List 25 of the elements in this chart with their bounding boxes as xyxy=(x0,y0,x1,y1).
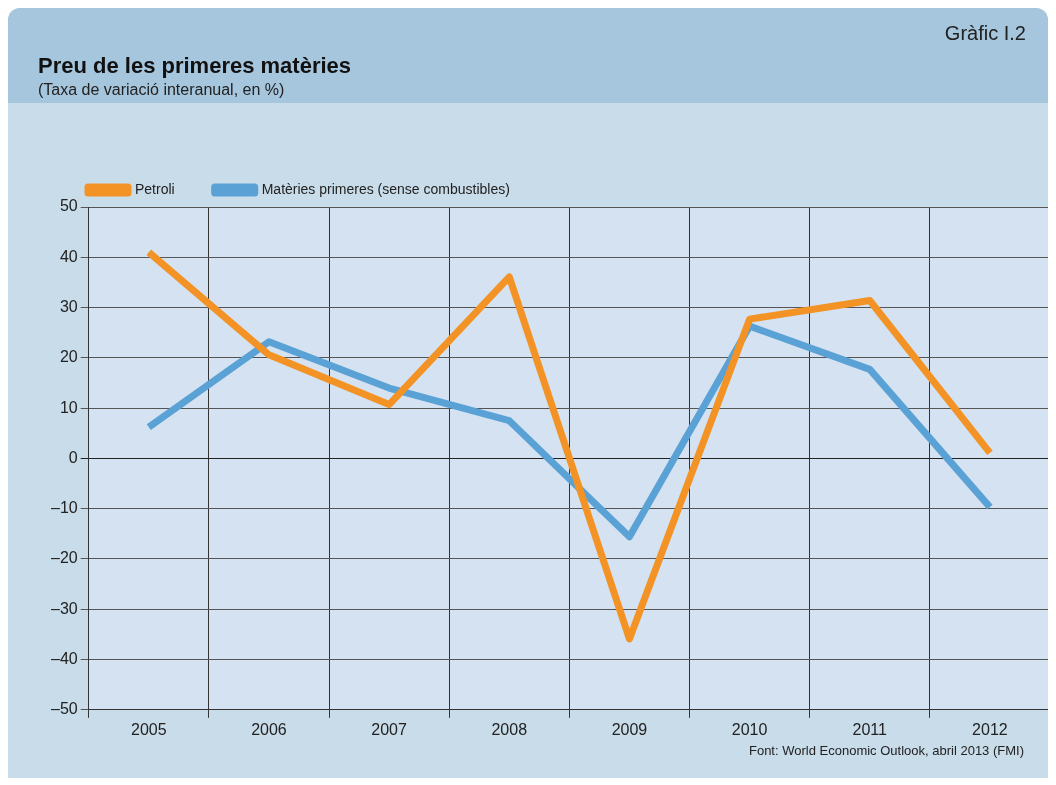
y-tick-label: 30 xyxy=(59,297,78,315)
y-tick-label: –10 xyxy=(50,499,78,517)
x-tick-label: 2009 xyxy=(611,720,648,738)
chart-subtitle: (Taxa de variació interanual, en %) xyxy=(38,81,285,99)
y-tick-label: 0 xyxy=(68,448,78,466)
x-tick-label: 2008 xyxy=(491,720,528,738)
legend-label: Matèries primeres (sense combustibles) xyxy=(261,180,510,197)
chart-title: Preu de les primeres matèries xyxy=(38,53,352,79)
y-tick-label: –20 xyxy=(50,549,78,567)
x-tick-label: 2005 xyxy=(130,720,167,738)
y-tick-label: 20 xyxy=(59,348,78,366)
y-tick-label: 50 xyxy=(59,197,78,215)
y-tick-label: –40 xyxy=(50,649,78,667)
y-tick-label: –50 xyxy=(50,700,78,718)
x-tick-label: 2007 xyxy=(371,720,407,738)
y-tick-label: 10 xyxy=(59,398,78,416)
y-tick-label: 40 xyxy=(59,247,78,265)
text: Gràfic I.2 xyxy=(944,22,1026,45)
y-tick-label: –30 xyxy=(50,599,78,617)
x-tick-label: 2012 xyxy=(972,720,1008,738)
text: Font: World Economic Outlook, abril 2013 (FMI) xyxy=(748,743,1024,758)
legend-label: Petroli xyxy=(135,180,175,197)
x-tick-label: 2010 xyxy=(731,720,768,738)
x-tick-label: 2011 xyxy=(852,720,888,738)
x-tick-label: 2006 xyxy=(251,720,287,738)
